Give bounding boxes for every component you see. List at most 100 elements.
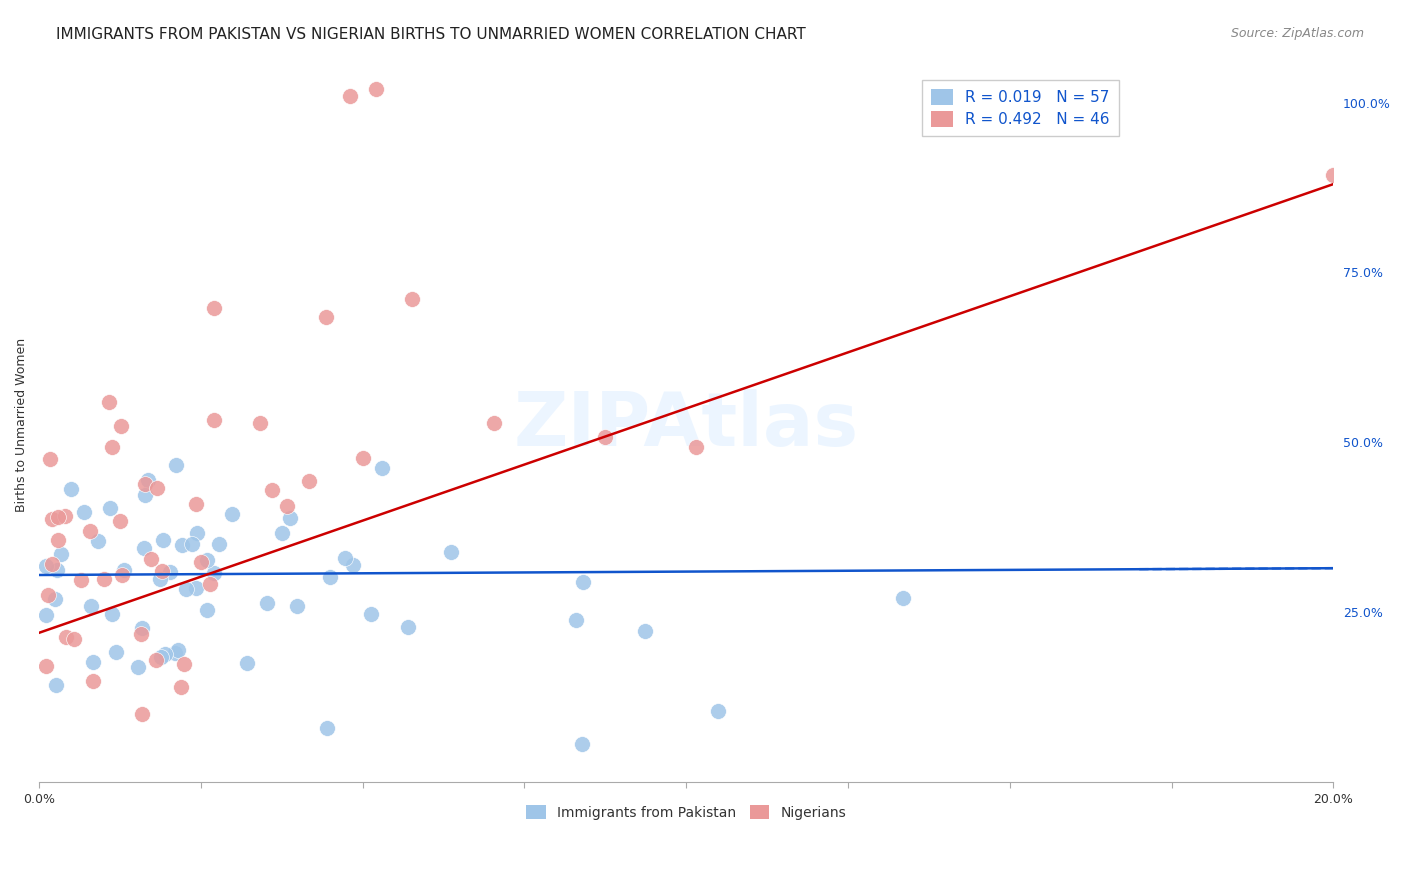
Point [114,563,136,577]
Point [82,655,104,669]
Text: Source: ZipAtlas.com: Source: ZipAtlas.com [1230,27,1364,40]
Point [186,525,208,540]
Point [572,574,595,589]
Point [98,500,121,515]
Point [276,499,298,513]
Point [108,514,131,528]
Text: IMMIGRANTS FROM PAKISTAN VS NIGERIAN BIRTHS TO UNMARRIED WOMEN CORRELATION CHART: IMMIGRANTS FROM PAKISTAN VS NIGERIAN BIR… [56,27,806,42]
Point [46,509,69,524]
Point [174,582,197,597]
Point [129,627,152,641]
Point [208,536,231,550]
Point [634,624,657,639]
Point [136,473,159,487]
Point [149,572,172,586]
Point [134,488,156,502]
Point [35,658,58,673]
Point [41,511,63,525]
Point [319,570,342,584]
Point [46,533,69,547]
Point [41,558,63,572]
Point [256,596,278,610]
Point [202,301,225,316]
Point [134,477,156,491]
Point [184,581,207,595]
Point [396,620,419,634]
Point [440,545,463,559]
Point [315,310,337,324]
Point [181,536,204,550]
Point [149,649,172,664]
Point [79,524,101,538]
Point [34,607,56,622]
Y-axis label: Births to Unmarried Women: Births to Unmarried Women [15,338,28,513]
Point [707,704,730,718]
Point [285,599,308,613]
Point [202,412,225,426]
Point [364,82,387,96]
Point [45,678,67,692]
Point [352,451,374,466]
Point [195,603,218,617]
Point [190,555,212,569]
Point [44,591,66,606]
Point [315,721,337,735]
Point [111,568,134,582]
Point [69,574,91,588]
Point [101,440,124,454]
Point [101,607,124,621]
Point [170,538,193,552]
Point [152,564,174,578]
Point [297,475,319,489]
Point [270,525,292,540]
Point [195,553,218,567]
Point [202,566,225,581]
Point [97,395,120,409]
Point [39,451,62,466]
Point [145,653,167,667]
Point [73,505,96,519]
Point [87,534,110,549]
Point [482,416,505,430]
Point [37,588,59,602]
Point [342,558,364,573]
Point [49,547,72,561]
Point [34,559,56,574]
Point [105,645,128,659]
Point [60,482,83,496]
Point [53,509,76,524]
Point [360,607,382,622]
Point [165,458,187,472]
Point [141,552,163,566]
Point [1322,169,1344,183]
Point [571,737,593,751]
Point [131,621,153,635]
Point [146,481,169,495]
Point [167,643,190,657]
Point [262,483,284,497]
Point [564,614,586,628]
Point [339,88,361,103]
Point [184,497,207,511]
Point [335,550,357,565]
Point [153,648,176,662]
Point [62,632,84,646]
Point [221,507,243,521]
Point [685,440,707,454]
Text: ZIPAtlas: ZIPAtlas [513,389,859,462]
Point [893,591,915,606]
Point [93,572,115,586]
Point [249,416,271,430]
Point [46,563,69,577]
Point [80,599,103,613]
Point [170,681,193,695]
Point [132,541,155,555]
Point [82,673,104,688]
Point [131,707,153,722]
Point [593,429,616,443]
Point [236,656,259,670]
Legend: Immigrants from Pakistan, Nigerians: Immigrants from Pakistan, Nigerians [520,799,852,825]
Point [401,292,423,306]
Point [159,565,181,579]
Point [110,419,132,434]
